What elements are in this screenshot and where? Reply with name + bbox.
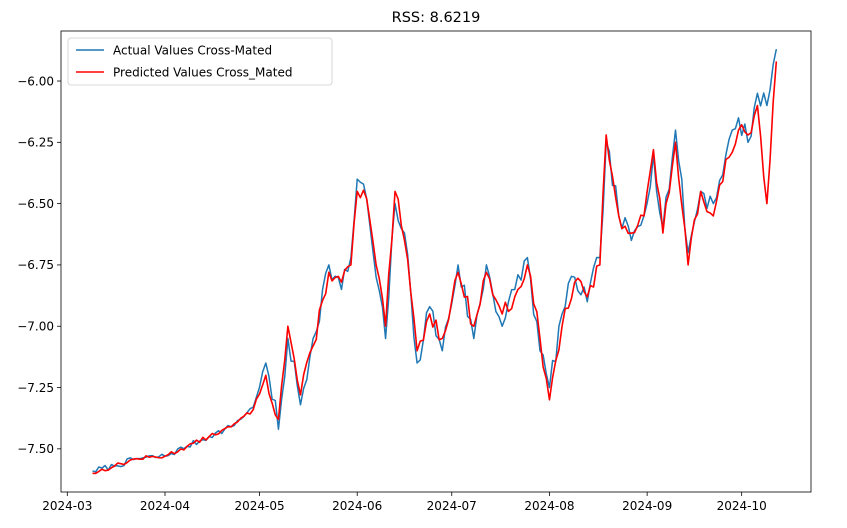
x-tick-label: 2024-04 [140, 499, 190, 513]
series-layer [92, 48, 778, 475]
x-tick-label: 2024-08 [524, 499, 574, 513]
y-tick-label: −6.25 [17, 136, 54, 150]
y-tick-label: −7.50 [17, 442, 54, 456]
y-tick-label: −6.75 [17, 258, 54, 272]
plot-frame [60, 30, 812, 493]
legend-box [67, 37, 333, 86]
legend: Actual Values Cross-Mated Predicted Valu… [67, 37, 333, 86]
series-actual-line [92, 48, 778, 473]
y-tick-label: −7.00 [17, 320, 54, 334]
y-tick-label: −7.25 [17, 381, 54, 395]
legend-label-actual: Actual Values Cross-Mated [113, 44, 272, 58]
legend-label-predicted: Predicted Values Cross_Mated [113, 66, 292, 80]
y-tick-label: −6.00 [17, 74, 54, 88]
x-tick-label: 2024-10 [717, 499, 767, 513]
x-tick-label: 2024-06 [332, 499, 382, 513]
y-axis: −6.00 −6.25 −6.50 −6.75 −7.00 −7.25 −7.50 [17, 74, 61, 456]
chart-title: RSS: 8.6219 [392, 10, 481, 26]
x-tick-label: 2024-03 [42, 499, 92, 513]
series-predicted-line [92, 61, 778, 475]
y-tick-label: −6.50 [17, 197, 54, 211]
x-axis: 2024-03 2024-04 2024-05 2024-06 2024-07 2024-… [42, 492, 767, 513]
x-tick-label: 2024-05 [234, 499, 284, 513]
x-tick-label: 2024-07 [427, 499, 477, 513]
plot-area [60, 30, 812, 493]
x-tick-label: 2024-09 [622, 499, 672, 513]
